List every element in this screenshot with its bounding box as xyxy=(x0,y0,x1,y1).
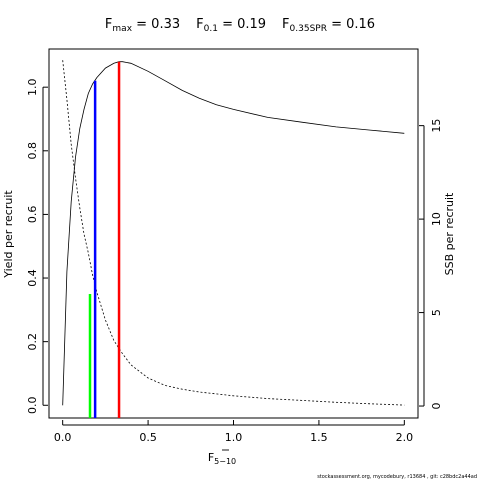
series-layer xyxy=(62,60,405,406)
title-fmax-symbol: F xyxy=(105,17,112,32)
x-tick-label: 1.0 xyxy=(225,431,243,444)
title-f01-symbol: F xyxy=(196,17,203,32)
y-left-tick-label: 1.0 xyxy=(26,78,39,96)
yield-curve xyxy=(62,61,405,406)
y-axis-right-title: SSB per recruit xyxy=(443,192,456,275)
x-axis-title-subscript: 5−10 xyxy=(214,457,236,466)
ssb-curve xyxy=(62,60,405,406)
y-right-tick-label: 15 xyxy=(430,119,443,133)
plot-frame xyxy=(48,48,419,419)
y-left-tick-label: 0.6 xyxy=(26,206,39,224)
title-fspr-symbol: F xyxy=(282,17,289,32)
y-left-tick-label: 0.2 xyxy=(26,333,39,351)
y-right-tick-label: 5 xyxy=(430,309,443,316)
x-tick-label: 0.5 xyxy=(139,431,157,444)
x-tick-label: 2.0 xyxy=(396,431,414,444)
chart-title: Fmax = 0.33 F0.1 = 0.19 F0.35SPR = 0.16 xyxy=(105,17,375,34)
y-axis-right: 0 5 10 15 xyxy=(419,119,443,410)
title-fmax-subscript: max xyxy=(112,24,132,34)
title-f01-value: = 0.19 xyxy=(218,17,266,32)
y-right-tick-label: 0 xyxy=(430,403,443,410)
y-axis-left-title: Yield per recruit xyxy=(2,190,15,279)
y-right-tick-label: 10 xyxy=(430,212,443,226)
y-axis-left: 0.0 0.2 0.4 0.6 0.8 1.0 xyxy=(26,78,48,414)
title-fspr-subscript: 0.35SPR xyxy=(290,24,327,34)
x-axis-title: F5−10 xyxy=(208,451,236,466)
title-fspr-value: = 0.16 xyxy=(327,17,375,32)
x-tick-label: 0.0 xyxy=(54,431,72,444)
x-tick-label: 1.5 xyxy=(310,431,328,444)
y-left-tick-label: 0.8 xyxy=(26,142,39,160)
title-fmax-value: = 0.33 xyxy=(132,17,180,32)
y-left-tick-label: 0.4 xyxy=(26,269,39,287)
reference-lines-layer xyxy=(88,61,121,418)
x-axis: 0.0 0.5 1.0 1.5 2.0 xyxy=(54,420,413,444)
x-axis-title-base: F xyxy=(208,451,214,464)
footer-credit: stockassessment.org, mycodebury, r13684 … xyxy=(317,474,477,480)
y-left-tick-label: 0.0 xyxy=(26,397,39,415)
title-f01-subscript: 0.1 xyxy=(204,24,218,34)
